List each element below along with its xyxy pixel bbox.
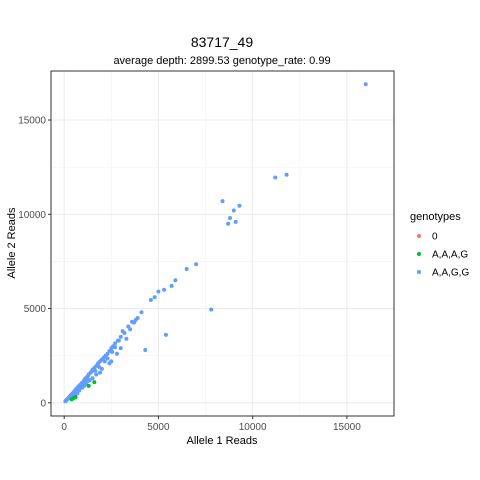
data-point	[98, 370, 102, 375]
data-point	[113, 345, 118, 350]
data-points	[63, 82, 368, 404]
data-point	[231, 208, 236, 213]
data-point	[156, 289, 161, 294]
y-tick-label: 0	[40, 398, 46, 409]
data-point	[124, 336, 129, 341]
data-point	[94, 372, 99, 377]
data-point	[228, 216, 233, 221]
data-point	[163, 332, 168, 337]
data-point	[126, 324, 131, 329]
y-axis-ticks: 0 5000 10000 15000	[18, 116, 51, 409]
plot-border	[50, 70, 395, 417]
data-point	[116, 338, 121, 343]
data-point	[63, 399, 68, 404]
y-axis-title: Allele 2 Reads	[6, 207, 18, 278]
x-tick-label: 5000	[147, 422, 170, 433]
legend-key	[417, 252, 421, 256]
data-point	[273, 175, 278, 180]
data-point	[86, 383, 91, 388]
grid	[51, 71, 394, 416]
data-point	[209, 307, 214, 312]
data-point	[97, 364, 102, 369]
data-point	[102, 359, 107, 364]
y-tick-label: 5000	[24, 304, 47, 315]
data-point	[110, 349, 115, 354]
x-tick-label: 10000	[239, 422, 267, 433]
data-point	[128, 327, 133, 332]
chart-title: 83717_49	[191, 34, 254, 50]
data-point	[90, 376, 95, 381]
legend-title: genotypes	[410, 211, 461, 223]
legend-label: A,A,A,G	[432, 250, 468, 261]
data-point	[363, 82, 368, 87]
data-point	[148, 298, 153, 303]
data-point	[133, 317, 138, 322]
data-point	[139, 310, 144, 315]
legend-label: 0	[432, 232, 438, 243]
legend-key	[417, 234, 421, 238]
data-point	[152, 295, 157, 300]
legend: genotypes 0 A,A,A,G A,A,G,G	[410, 211, 469, 279]
data-point	[118, 334, 123, 339]
x-tick-label: 0	[61, 422, 67, 433]
data-point	[173, 278, 178, 283]
chart-subtitle: average depth: 2899.53 genotype_rate: 0.…	[113, 55, 330, 67]
data-point	[184, 266, 189, 271]
data-point	[226, 221, 231, 226]
data-point	[233, 219, 238, 224]
data-point	[93, 368, 98, 373]
y-tick-label: 15000	[18, 116, 46, 127]
x-axis-title: Allele 1 Reads	[187, 435, 258, 447]
data-point	[73, 395, 78, 400]
data-point	[113, 341, 118, 346]
legend-key	[417, 270, 421, 274]
data-point	[99, 366, 104, 371]
y-tick-label: 10000	[18, 210, 46, 221]
data-point	[130, 319, 135, 324]
data-point	[237, 203, 242, 208]
data-point	[143, 348, 148, 353]
data-point	[122, 331, 127, 336]
legend-label: A,A,G,G	[432, 268, 469, 279]
plot-panel	[51, 71, 394, 416]
x-axis-ticks: 0 5000 10000 15000	[61, 416, 361, 433]
data-point	[109, 359, 114, 364]
data-point	[92, 380, 97, 385]
data-point	[194, 262, 199, 267]
x-tick-label: 15000	[333, 422, 361, 433]
data-point	[79, 384, 84, 389]
legend-entries: 0 A,A,A,G A,A,G,G	[417, 232, 469, 279]
data-point	[284, 172, 289, 177]
data-point	[96, 361, 101, 366]
data-point	[169, 283, 174, 288]
data-point	[77, 388, 82, 393]
data-point	[162, 287, 167, 292]
data-point	[220, 199, 225, 204]
data-point	[114, 351, 119, 356]
data-point	[109, 346, 114, 351]
data-point	[85, 379, 90, 384]
data-point	[118, 346, 123, 351]
data-point	[105, 356, 110, 361]
